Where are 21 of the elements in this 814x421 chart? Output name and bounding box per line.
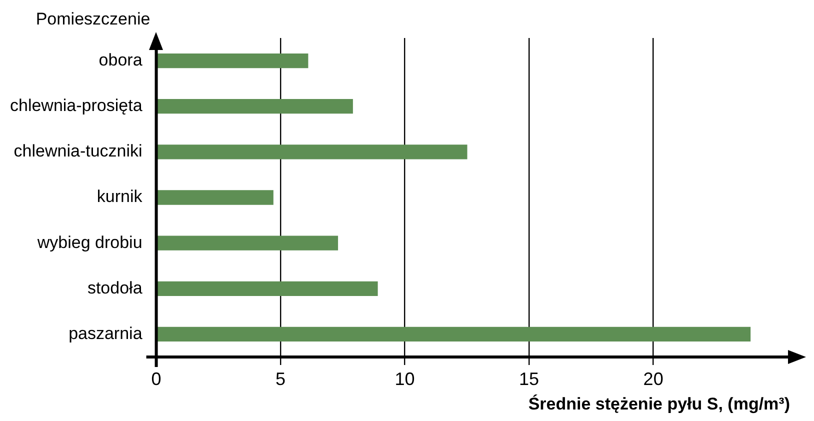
x-axis-title: Średnie stężenie pyłu S, (mg/m³) [528, 393, 790, 414]
y-tick-label: obora [98, 50, 143, 70]
x-tick-label: 15 [519, 368, 540, 389]
bar [156, 53, 308, 68]
y-tick-label: kurnik [96, 187, 143, 206]
y-tick-label: stodoła [87, 278, 143, 298]
bar [156, 281, 378, 296]
y-tick-label: wybieg drobiu [36, 232, 142, 252]
bar [156, 144, 468, 160]
y-tick-label: chlewnia-prosięta [10, 96, 143, 116]
x-tick-label: 5 [276, 368, 286, 389]
y-tick-label: chlewnia-tuczniki [14, 142, 142, 161]
x-tick-label: 10 [394, 368, 415, 389]
y-tick-label: paszarnia [68, 324, 143, 343]
bar [156, 190, 274, 205]
x-tick-label: 0 [151, 368, 162, 389]
bar [156, 99, 353, 114]
bar [156, 236, 338, 250]
x-tick-label: 20 [643, 368, 664, 389]
bar [156, 326, 751, 342]
y-axis-title: Pomieszczenie [36, 10, 150, 29]
